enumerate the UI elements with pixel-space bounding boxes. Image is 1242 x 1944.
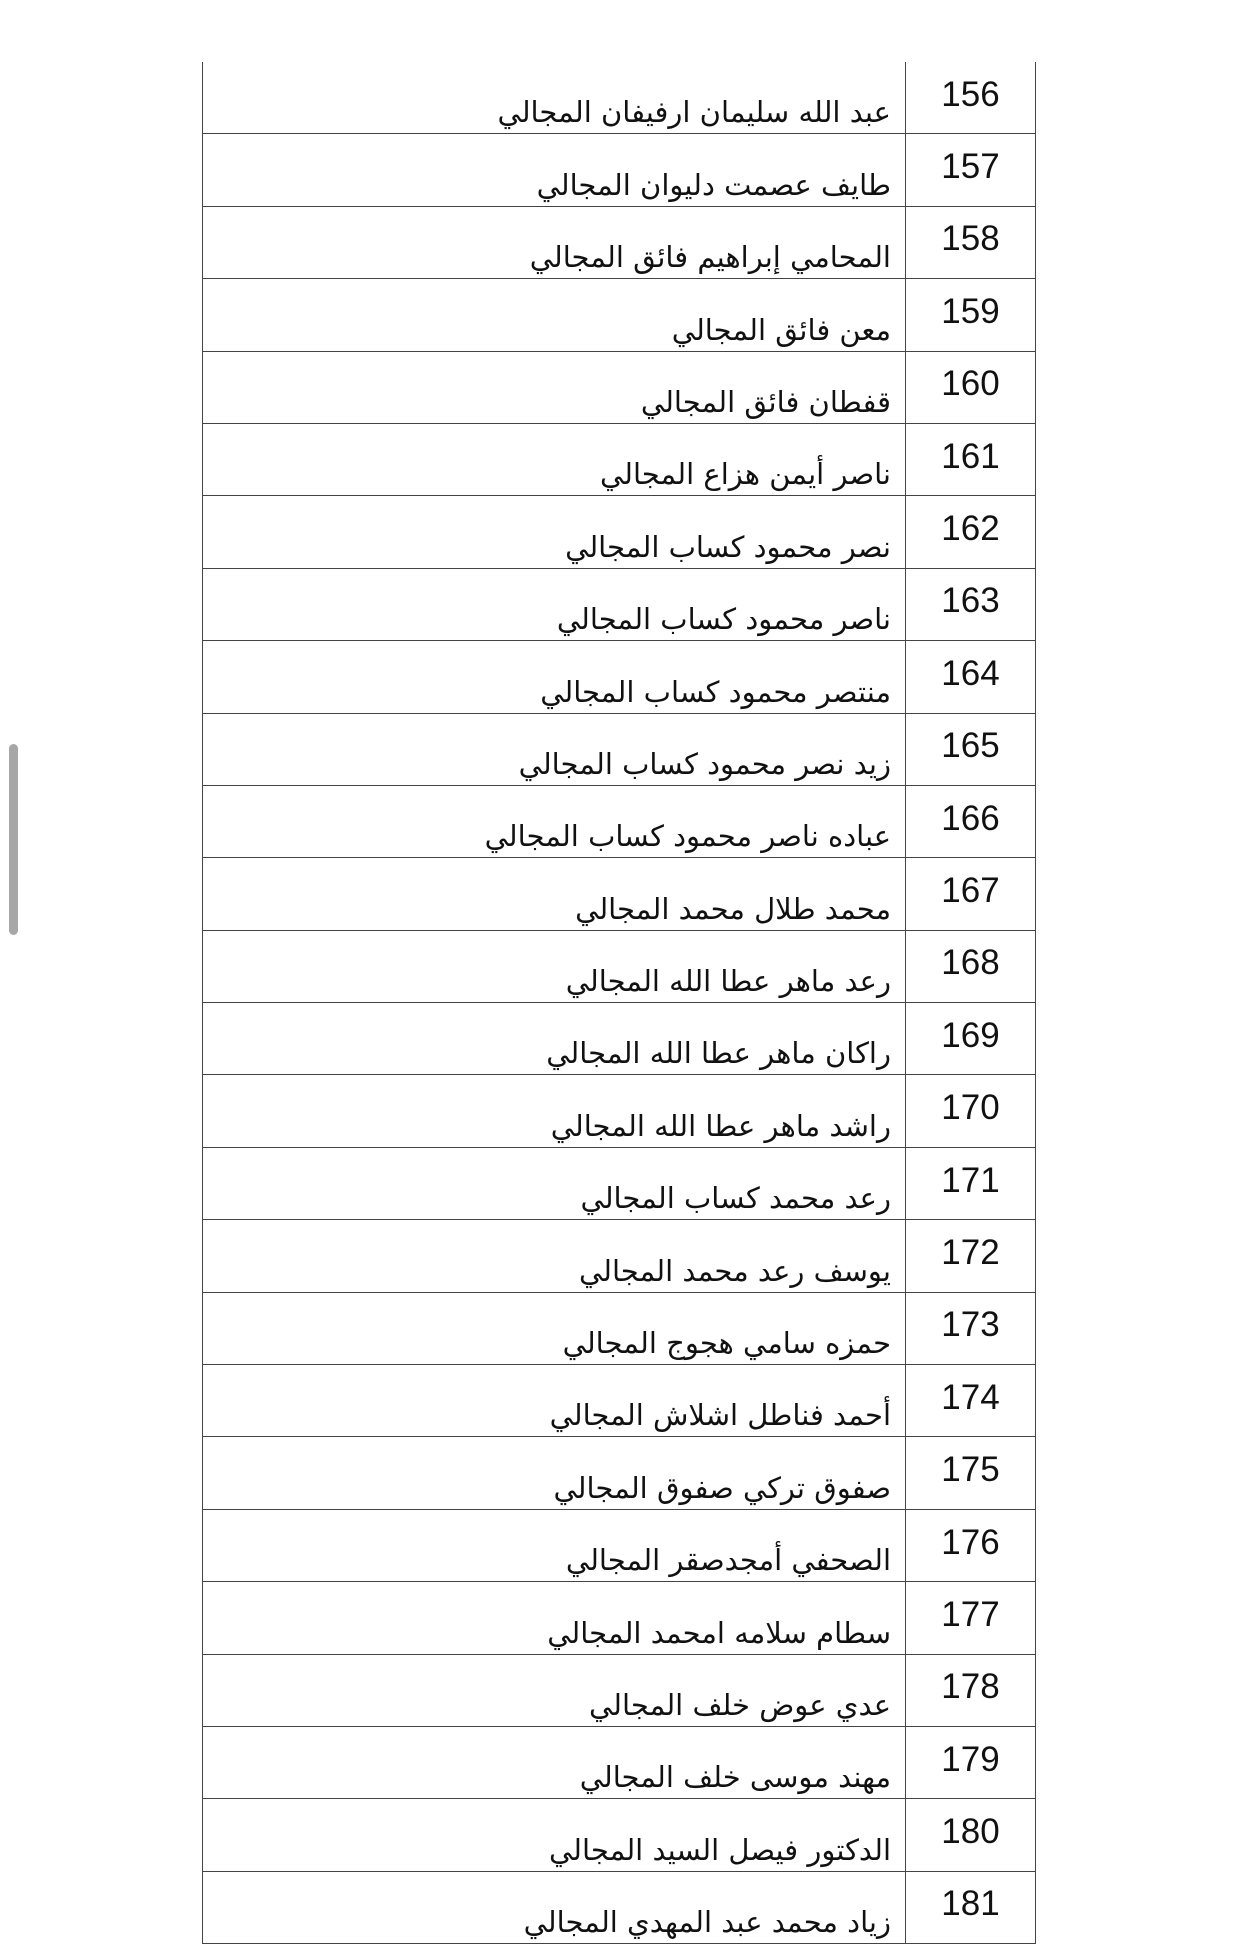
- name-cell: معن فائق المجالي: [202, 278, 906, 352]
- number-cell: 177: [905, 1581, 1036, 1655]
- table-row: صفوق تركي صفوق المجالي 175: [202, 1436, 1036, 1510]
- number-cell: 180: [905, 1798, 1036, 1872]
- name-cell: أحمد فناطل اشلاش المجالي: [202, 1364, 906, 1438]
- table-row: رعد محمد كساب المجالي 171: [202, 1147, 1036, 1221]
- number-cell: 176: [905, 1509, 1036, 1583]
- table-row: عباده ناصر محمود كساب المجالي 166: [202, 785, 1036, 859]
- name-cell: حمزه سامي هجوج المجالي: [202, 1292, 906, 1366]
- number-cell: 172: [905, 1219, 1036, 1293]
- number-cell: 168: [905, 930, 1036, 1004]
- table-row: نصر محمود كساب المجالي 162: [202, 495, 1036, 569]
- number-cell: 157: [905, 133, 1036, 207]
- table-row: زياد محمد عبد المهدي المجالي 181: [202, 1871, 1036, 1944]
- number-cell: 164: [905, 640, 1036, 714]
- number-cell: 160: [905, 351, 1036, 424]
- number-cell: 162: [905, 495, 1036, 569]
- table-row: طايف عصمت دليوان المجالي 157: [202, 133, 1036, 207]
- table-row: الدكتور فيصل السيد المجالي 180: [202, 1798, 1036, 1872]
- number-cell: 173: [905, 1292, 1036, 1366]
- number-cell: 181: [905, 1871, 1036, 1944]
- number-cell: 175: [905, 1436, 1036, 1510]
- name-cell: طايف عصمت دليوان المجالي: [202, 133, 906, 207]
- table-row: يوسف رعد محمد المجالي 172: [202, 1219, 1036, 1293]
- name-cell: صفوق تركي صفوق المجالي: [202, 1436, 906, 1510]
- name-cell: يوسف رعد محمد المجالي: [202, 1219, 906, 1293]
- number-cell: 166: [905, 785, 1036, 859]
- name-cell: منتصر محمود كساب المجالي: [202, 640, 906, 714]
- table-row: راشد ماهر عطا الله المجالي 170: [202, 1074, 1036, 1148]
- name-cell: زيد نصر محمود كساب المجالي: [202, 713, 906, 786]
- table-row: المحامي إبراهيم فائق المجالي 158: [202, 206, 1036, 280]
- name-cell: سطام سلامه امحمد المجالي: [202, 1581, 906, 1655]
- table-row: زيد نصر محمود كساب المجالي 165: [202, 713, 1036, 786]
- name-cell: مهند موسى خلف المجالي: [202, 1726, 906, 1800]
- number-cell: 169: [905, 1002, 1036, 1076]
- names-table: عبد الله سليمان ارفيفان المجالي 156 طايف ع…: [202, 62, 1036, 1944]
- name-cell: عبد الله سليمان ارفيفان المجالي: [202, 62, 906, 135]
- number-cell: 178: [905, 1654, 1036, 1727]
- table-row: ناصر محمود كساب المجالي 163: [202, 568, 1036, 642]
- number-cell: 163: [905, 568, 1036, 642]
- number-cell: 161: [905, 423, 1036, 497]
- table-row: منتصر محمود كساب المجالي 164: [202, 640, 1036, 714]
- table-row: حمزه سامي هجوج المجالي 173: [202, 1292, 1036, 1366]
- name-cell: ناصر أيمن هزاع المجالي: [202, 423, 906, 497]
- name-cell: ناصر محمود كساب المجالي: [202, 568, 906, 642]
- table-row: راكان ماهر عطا الله المجالي 169: [202, 1002, 1036, 1076]
- table-row: رعد ماهر عطا الله المجالي 168: [202, 930, 1036, 1004]
- name-cell: قفطان فائق المجالي: [202, 351, 906, 424]
- name-cell: رعد ماهر عطا الله المجالي: [202, 930, 906, 1004]
- name-cell: عباده ناصر محمود كساب المجالي: [202, 785, 906, 859]
- table-row: سطام سلامه امحمد المجالي 177: [202, 1581, 1036, 1655]
- name-cell: نصر محمود كساب المجالي: [202, 495, 906, 569]
- number-cell: 170: [905, 1074, 1036, 1148]
- number-cell: 156: [905, 62, 1036, 135]
- number-cell: 158: [905, 206, 1036, 280]
- number-cell: 159: [905, 278, 1036, 352]
- number-cell: 167: [905, 857, 1036, 931]
- table-row: عدي عوض خلف المجالي 178: [202, 1654, 1036, 1727]
- name-cell: محمد طلال محمد المجالي: [202, 857, 906, 931]
- table-row: مهند موسى خلف المجالي 179: [202, 1726, 1036, 1800]
- table-row: عبد الله سليمان ارفيفان المجالي 156: [202, 62, 1036, 135]
- table-row: ناصر أيمن هزاع المجالي 161: [202, 423, 1036, 497]
- number-cell: 171: [905, 1147, 1036, 1221]
- name-cell: زياد محمد عبد المهدي المجالي: [202, 1871, 906, 1944]
- name-cell: المحامي إبراهيم فائق المجالي: [202, 206, 906, 280]
- number-cell: 179: [905, 1726, 1036, 1800]
- name-cell: راشد ماهر عطا الله المجالي: [202, 1074, 906, 1148]
- name-cell: الدكتور فيصل السيد المجالي: [202, 1798, 906, 1872]
- table-row: الصحفي أمجدصقر المجالي 176: [202, 1509, 1036, 1583]
- name-cell: عدي عوض خلف المجالي: [202, 1654, 906, 1727]
- table-row: معن فائق المجالي 159: [202, 278, 1036, 352]
- table-row: محمد طلال محمد المجالي 167: [202, 857, 1036, 931]
- scrollbar[interactable]: [9, 744, 18, 935]
- name-cell: الصحفي أمجدصقر المجالي: [202, 1509, 906, 1583]
- number-cell: 174: [905, 1364, 1036, 1438]
- number-cell: 165: [905, 713, 1036, 786]
- name-cell: رعد محمد كساب المجالي: [202, 1147, 906, 1221]
- name-cell: راكان ماهر عطا الله المجالي: [202, 1002, 906, 1076]
- table-row: أحمد فناطل اشلاش المجالي 174: [202, 1364, 1036, 1438]
- table-row: قفطان فائق المجالي 160: [202, 351, 1036, 424]
